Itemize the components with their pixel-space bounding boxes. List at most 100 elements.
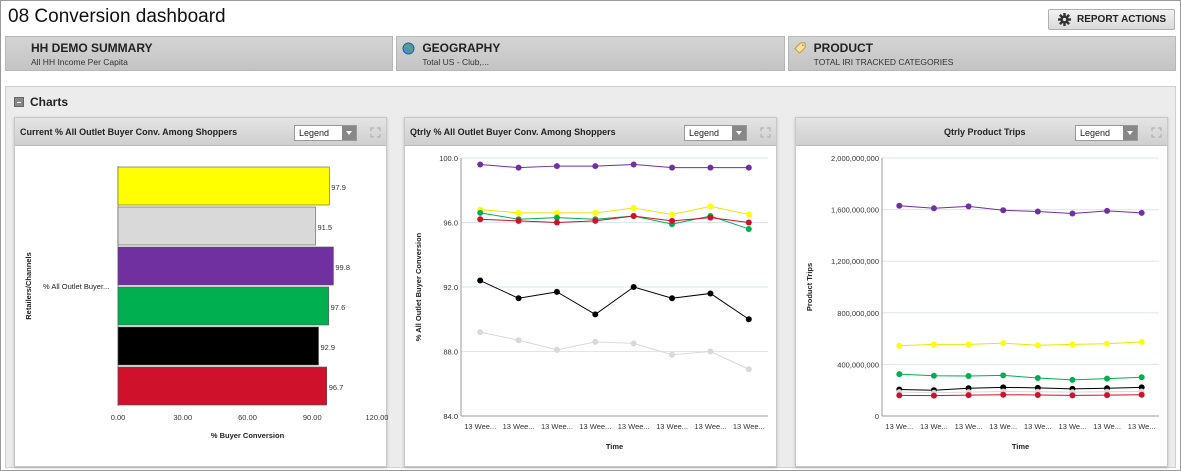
series-line <box>899 390 1142 394</box>
data-point <box>745 316 752 323</box>
y-tick-label: 96.0 <box>443 219 458 228</box>
line-chart: 0 400,000,000 800,000,000 1,200,000,000 1,60… <box>805 154 1159 451</box>
data-point <box>930 341 937 348</box>
y-tick-label: 2,000,000,000 <box>831 154 879 163</box>
data-point <box>707 290 714 297</box>
data-point <box>965 373 972 380</box>
chevron-down-icon <box>342 126 356 140</box>
filter-hh-demo[interactable]: HH DEMO SUMMARY All HH Income Per Capita <box>5 36 394 71</box>
chart-card-product-trips: Qtrly Product Trips Legend 0 400,000,000 8… <box>795 117 1168 467</box>
legend-dropdown[interactable]: Legend <box>294 125 357 141</box>
data-point <box>1069 341 1076 348</box>
data-point <box>477 277 484 284</box>
bar <box>117 166 330 206</box>
data-point <box>592 209 599 216</box>
data-point <box>669 351 676 358</box>
data-point <box>1000 340 1007 347</box>
filter-head: HH DEMO SUMMARY <box>31 41 153 55</box>
data-point <box>745 225 752 232</box>
data-point <box>745 164 752 171</box>
data-point <box>1000 207 1007 214</box>
expand-icon[interactable] <box>1151 127 1162 138</box>
series-line <box>899 386 1142 391</box>
data-point <box>630 340 637 347</box>
data-point <box>553 288 560 295</box>
filter-geography[interactable]: GEOGRAPHY Total US - Club,... <box>396 36 785 71</box>
data-point <box>1034 374 1041 381</box>
data-point <box>745 219 752 226</box>
filter-product[interactable]: PRODUCT TOTAL IRI TRACKED CATEGORIES <box>787 36 1176 71</box>
x-tick-label: 13 We... <box>989 422 1017 431</box>
data-point <box>896 392 903 399</box>
x-tick-label: 13 Wee... <box>503 422 535 431</box>
x-tick-label: 13 We... <box>920 422 948 431</box>
data-point <box>896 342 903 349</box>
x-tick-label: 13 We... <box>885 422 913 431</box>
expand-icon[interactable] <box>760 127 771 138</box>
data-point <box>930 372 937 379</box>
y-axis-label: Product Trips <box>805 263 814 311</box>
data-point <box>553 346 560 353</box>
data-point <box>630 284 637 290</box>
data-point <box>515 295 522 302</box>
x-axis-label: Time <box>1012 442 1029 451</box>
data-point <box>553 209 560 216</box>
filter-sub: Total US - Club,... <box>422 57 489 67</box>
chart-card-qtrly-conversion: Qtrly % All Outlet Buyer Conv. Among Sho… <box>404 117 777 467</box>
data-point <box>930 392 937 399</box>
series-line <box>480 215 749 224</box>
legend-dropdown[interactable]: Legend <box>684 125 747 141</box>
data-point <box>477 209 484 216</box>
series-line <box>480 212 749 230</box>
x-tick-label: 13 We... <box>955 422 983 431</box>
bar-data-label: 99.8 <box>335 263 350 272</box>
data-point <box>1069 376 1076 383</box>
data-point <box>1104 375 1111 382</box>
data-point <box>553 214 560 221</box>
report-actions-button[interactable]: REPORT ACTIONS <box>1048 9 1175 30</box>
data-point <box>1034 208 1041 215</box>
y-tick-label: 1,600,000,000 <box>831 206 879 215</box>
chart-title: Qtrly Product Trips <box>944 127 1026 137</box>
data-point <box>669 164 676 171</box>
bar-data-label: 92.9 <box>321 343 336 352</box>
bar-chart: 97.9 91.5 99.8 97.6 92.9 96.7 0.00 30.00 60.00 90… <box>24 166 388 440</box>
x-tick-label: 13 We... <box>1059 422 1087 431</box>
data-point <box>965 392 972 399</box>
collapse-icon[interactable] <box>14 97 24 107</box>
y-tick-label: 400,000,000 <box>837 360 879 369</box>
y-tick-label: 92.0 <box>443 283 458 292</box>
x-tick-label: 13 Wee... <box>464 422 496 431</box>
data-point <box>630 213 637 220</box>
y-tick-label: 1,200,000,000 <box>831 257 879 266</box>
y-tick-label: 100.0 <box>439 154 458 163</box>
y-tick-label: 0 <box>875 412 879 421</box>
y-axis-label: % All Outlet Buyer Conversion <box>414 232 423 341</box>
line-chart: 84.0 88.0 92.0 96.0 100.0 13 Wee... 13 Wee... 1… <box>414 154 768 451</box>
series-line <box>899 205 1142 214</box>
legend-dropdown[interactable]: Legend <box>1075 125 1138 141</box>
data-point <box>1104 207 1111 214</box>
x-tick-label: 13 Wee... <box>618 422 650 431</box>
data-point <box>896 202 903 209</box>
filter-head: PRODUCT <box>813 41 873 55</box>
expand-icon[interactable] <box>370 127 381 138</box>
y-tick-label: 800,000,000 <box>837 309 879 318</box>
charts-header: Charts <box>14 95 68 109</box>
report-actions-label: REPORT ACTIONS <box>1077 14 1167 25</box>
series-line <box>899 394 1142 397</box>
data-point <box>630 204 637 211</box>
page-title: 08 Conversion dashboard <box>8 6 226 27</box>
data-point <box>592 163 599 170</box>
bar <box>117 286 329 326</box>
bar <box>117 326 319 366</box>
data-point <box>745 211 752 218</box>
charts-panel: Charts Current % All Outlet Buyer Conv. … <box>5 86 1176 468</box>
data-point <box>707 214 714 221</box>
chevron-down-icon <box>1123 126 1137 140</box>
category-label: % All Outlet Buyer... <box>43 282 109 291</box>
x-tick-label: 13 Wee... <box>579 422 611 431</box>
series-line <box>480 205 749 215</box>
filter-bar: HH DEMO SUMMARY All HH Income Per Capita… <box>5 36 1176 71</box>
x-tick-label: 13 Wee... <box>694 422 726 431</box>
